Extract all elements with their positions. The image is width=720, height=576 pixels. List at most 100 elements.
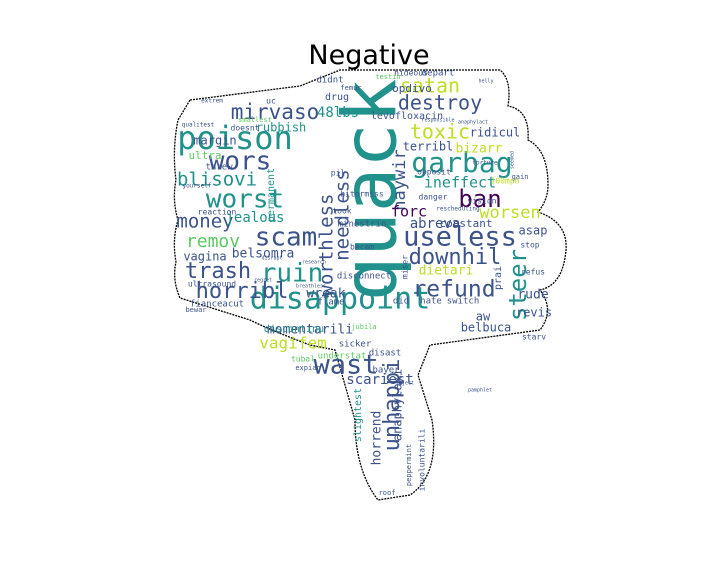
word-42: abreva (410, 216, 461, 232)
word-9: worst (206, 185, 284, 215)
word-7: wast (313, 350, 378, 381)
word-115: helly (478, 79, 493, 85)
word-2: poison (177, 119, 293, 157)
word-56: didnt (316, 76, 343, 86)
word-40: anaphylaxi (391, 369, 405, 441)
word-92: testin (375, 73, 400, 81)
word-70: fianceacut (190, 300, 244, 310)
word-53: opdivo (392, 82, 432, 95)
thumbs-down-outline (173, 69, 567, 501)
word-47: dietari (419, 264, 474, 279)
word-100: rescheduling (436, 206, 480, 213)
word-107: disrupt (261, 256, 282, 262)
word-80: opposit (417, 168, 451, 177)
word-81: took (332, 207, 351, 216)
word-21: worthless (316, 194, 338, 297)
word-66: sicker (339, 340, 372, 350)
word-101: torture (472, 160, 498, 167)
word-93: tubal (291, 355, 315, 364)
figure-title: Negative (308, 40, 429, 71)
word-104: qualitest (182, 122, 215, 129)
word-51: constant (440, 217, 493, 230)
word-106: research (302, 260, 326, 266)
word-72: hate (420, 297, 442, 307)
word-50: aw (476, 310, 491, 324)
word-63: disconnect (337, 272, 391, 282)
word-58: hideous (394, 69, 428, 78)
word-28: vagifem (259, 334, 326, 353)
word-114: jubila (351, 323, 376, 331)
word-59: ultra (188, 149, 221, 162)
word-29: ineffect (424, 174, 496, 192)
word-113: anaphylact (458, 120, 488, 126)
word-71: flame (317, 298, 344, 308)
word-11: horribl (196, 279, 289, 304)
word-99: 100mph (491, 177, 520, 186)
word-22: needless (332, 169, 354, 261)
word-55: drug (325, 92, 349, 103)
word-6: useless (403, 222, 517, 253)
word-3: garbag (411, 146, 512, 179)
word-60: uc (266, 97, 276, 106)
word-89: doesnt (231, 124, 260, 133)
word-85: becam (350, 243, 374, 252)
word-103: extrem (201, 98, 223, 105)
word-109: breathless (296, 284, 326, 290)
word-26: worsen (479, 203, 540, 223)
word-75: starv (522, 333, 546, 342)
word-97: peppermint (405, 444, 413, 486)
word-12: refund (412, 277, 495, 303)
word-98: roof (379, 489, 396, 497)
word-38: belbuca (461, 321, 512, 335)
word-35: vagina (183, 250, 226, 264)
word-49: revis (516, 306, 552, 320)
word-83: hitormiss (340, 190, 384, 199)
word-30: jealous (225, 210, 284, 226)
word-4: wors (209, 147, 272, 177)
word-86: miser (401, 255, 410, 279)
word-116: seemed (510, 151, 516, 169)
word-65: understat (318, 352, 367, 362)
word-62: permanent (266, 168, 277, 222)
word-20: toxic (410, 120, 470, 144)
word-76: stop (520, 241, 539, 250)
word-96: involuntarili (418, 429, 427, 492)
word-69: slightest (353, 388, 364, 442)
word-25: remov (186, 231, 240, 252)
word-77: refus (521, 268, 545, 277)
word-43: forc (391, 203, 427, 221)
word-105: yourself (183, 183, 212, 190)
word-34: belsomra (232, 247, 295, 262)
word-10: trash (185, 259, 251, 284)
word-57: depart (422, 69, 455, 79)
word-54: levofloxacin (371, 111, 443, 122)
word-41: horrend (370, 411, 385, 466)
word-61: threw (205, 163, 233, 173)
word-18: destroy (398, 91, 482, 115)
word-78: vision (468, 197, 497, 206)
word-64: discontinu (264, 324, 324, 335)
word-32: 48lbs (317, 105, 359, 121)
word-68: disast (369, 349, 402, 359)
word-15: downhil (409, 245, 502, 270)
word-19: mirvaso (231, 100, 320, 124)
word-31: rubbish (256, 121, 307, 135)
word-0: quack (328, 79, 414, 302)
word-79: danger (419, 193, 448, 202)
word-44: ridicul (470, 126, 521, 140)
word-112: responsible (421, 118, 454, 124)
word-37: momentarili (267, 323, 353, 338)
word-16: steer (504, 249, 532, 321)
word-67: bayer (372, 366, 400, 376)
word-74: did (393, 297, 409, 307)
word-117: prai (493, 266, 504, 290)
word-111: pamphlet (468, 388, 492, 394)
word-36: wreak (306, 287, 345, 302)
word-46: bizarr (456, 142, 503, 157)
word-88: ultrasound (188, 280, 236, 289)
word-95: bewar (185, 306, 206, 314)
word-94: expian (295, 364, 320, 372)
word-5: scam (255, 223, 318, 253)
